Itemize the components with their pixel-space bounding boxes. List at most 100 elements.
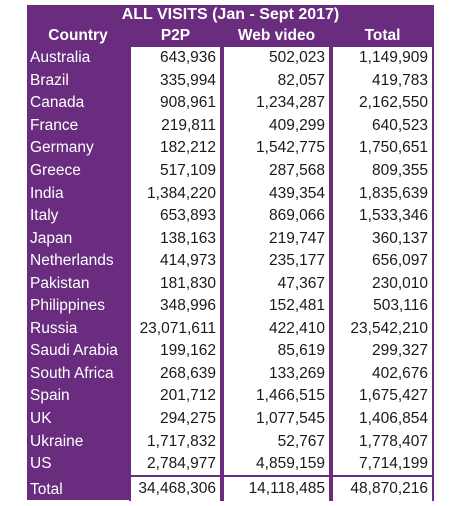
web-video-cell: 1,466,515 <box>222 385 331 408</box>
country-cell: India <box>30 184 64 202</box>
table-row: Saudi Arabia 199,162 85,619 299,327 <box>27 340 434 363</box>
table-row: Japan 138,163 219,747 360,137 <box>27 227 434 250</box>
total-cell: 656,097 <box>331 249 434 273</box>
total-cell: 7,714,199 <box>331 452 434 476</box>
visits-table-panel: ALL VISITS (Jan - Sept 2017) Country P2P… <box>27 5 434 502</box>
table-row: Netherlands 414,973 235,177 656,097 <box>27 249 434 273</box>
total-cell: 1,778,407 <box>331 430 434 453</box>
total-cell: 1,750,651 <box>331 137 434 160</box>
web-video-cell: 82,057 <box>222 69 331 93</box>
table-row: Australia 643,936 502,023 1,149,909 <box>27 47 434 70</box>
table-row: Russia 23,071,611 422,410 23,542,210 <box>27 317 434 341</box>
p2p-cell: 908,961 <box>129 92 222 115</box>
p2p-cell: 517,109 <box>129 159 222 183</box>
table-row: Greece 517,109 287,568 809,355 <box>27 159 434 183</box>
total-p2p: 34,468,306 <box>129 475 222 502</box>
web-video-cell: 52,767 <box>222 430 331 453</box>
country-cell: Japan <box>30 229 73 247</box>
p2p-cell: 1,717,832 <box>129 430 222 453</box>
p2p-cell: 1,384,220 <box>129 182 222 205</box>
table-title: ALL VISITS (Jan - Sept 2017) <box>121 6 340 23</box>
web-video-cell: 439,354 <box>222 182 331 205</box>
total-web-video: 14,118,485 <box>222 475 331 502</box>
web-video-cell: 1,077,545 <box>222 407 331 431</box>
web-video-cell: 287,568 <box>222 159 331 183</box>
total-cell: 2,162,550 <box>331 92 434 115</box>
p2p-cell: 414,973 <box>129 249 222 273</box>
web-video-cell: 219,747 <box>222 227 331 250</box>
total-cell: 299,327 <box>331 340 434 363</box>
country-cell: Greece <box>30 162 81 179</box>
p2p-cell: 268,639 <box>129 362 222 386</box>
total-cell: 640,523 <box>331 114 434 138</box>
country-cell: South Africa <box>30 364 114 382</box>
country-cell: France <box>30 116 79 134</box>
country-cell: Spain <box>30 387 70 405</box>
p2p-cell: 2,784,977 <box>129 452 222 476</box>
table-row: Italy 653,893 869,066 1,533,346 <box>27 204 434 228</box>
web-video-cell: 133,269 <box>222 362 331 386</box>
total-row: Total 34,468,306 14,118,485 48,870,216 <box>27 475 434 502</box>
p2p-cell: 294,275 <box>129 407 222 431</box>
total-cell: 360,137 <box>331 227 434 250</box>
table-row: Pakistan 181,830 47,367 230,010 <box>27 272 434 296</box>
country-cell: Germany <box>30 139 94 157</box>
table-row: Canada 908,961 1,234,287 2,162,550 <box>27 92 434 115</box>
country-cell: Canada <box>30 94 85 112</box>
total-cell: 503,116 <box>331 295 434 318</box>
total-cell: 23,542,210 <box>331 317 434 341</box>
web-video-cell: 4,859,159 <box>222 452 331 476</box>
total-cell: 809,355 <box>331 159 434 183</box>
total-cell: 419,783 <box>331 69 434 93</box>
total-cell: 230,010 <box>331 272 434 296</box>
p2p-cell: 181,830 <box>129 272 222 296</box>
table-row: France 219,811 409,299 640,523 <box>27 114 434 138</box>
web-video-cell: 869,066 <box>222 204 331 228</box>
web-video-cell: 502,023 <box>222 47 331 70</box>
header-web-video: Web video <box>237 27 316 44</box>
country-cell: Australia <box>30 49 91 67</box>
total-label: Total <box>27 475 129 501</box>
p2p-cell: 348,996 <box>129 295 222 318</box>
country-cell: Pakistan <box>30 274 90 292</box>
country-cell: Ukraine <box>30 432 84 450</box>
visits-table: Country P2P Web video Total Australia 643… <box>27 25 434 502</box>
table-row: US 2,784,977 4,859,159 7,714,199 <box>27 452 434 476</box>
p2p-cell: 23,071,611 <box>129 317 222 341</box>
country-cell: Italy <box>30 207 59 225</box>
p2p-cell: 335,994 <box>129 69 222 93</box>
table-row: Germany 182,212 1,542,775 1,750,651 <box>27 137 434 160</box>
p2p-cell: 182,212 <box>129 137 222 160</box>
table-row: India 1,384,220 439,354 1,835,639 <box>27 182 434 205</box>
total-cell: 402,676 <box>331 362 434 386</box>
total-total: 48,870,216 <box>331 475 434 502</box>
p2p-cell: 219,811 <box>129 114 222 138</box>
web-video-cell: 85,619 <box>222 340 331 363</box>
p2p-cell: 643,936 <box>129 47 222 70</box>
table-row: Brazil 335,994 82,057 419,783 <box>27 69 434 93</box>
web-video-cell: 409,299 <box>222 114 331 138</box>
table-body: Australia 643,936 502,023 1,149,909 Brazil 33… <box>27 47 434 476</box>
web-video-cell: 422,410 <box>222 317 331 341</box>
country-cell: US <box>30 455 52 473</box>
country-cell: Saudi Arabia <box>30 342 118 360</box>
header-total: Total <box>364 27 401 44</box>
header-p2p: P2P <box>160 27 191 44</box>
table-row: Philippines 348,996 152,481 503,116 <box>27 295 434 318</box>
web-video-cell: 47,367 <box>222 272 331 296</box>
total-cell: 1,675,427 <box>331 385 434 408</box>
total-cell: 1,149,909 <box>331 47 434 70</box>
country-cell: UK <box>30 410 52 428</box>
header-country: Country <box>48 27 108 44</box>
p2p-cell: 653,893 <box>129 204 222 228</box>
table-row: South Africa 268,639 133,269 402,676 <box>27 362 434 386</box>
web-video-cell: 152,481 <box>222 295 331 318</box>
total-cell: 1,406,854 <box>331 407 434 431</box>
table-row: UK 294,275 1,077,545 1,406,854 <box>27 407 434 431</box>
country-cell: Brazil <box>30 71 69 89</box>
total-cell: 1,533,346 <box>331 204 434 228</box>
p2p-cell: 199,162 <box>129 340 222 363</box>
p2p-cell: 201,712 <box>129 385 222 408</box>
country-cell: Netherlands <box>30 252 114 270</box>
table-row: Spain 201,712 1,466,515 1,675,427 <box>27 385 434 408</box>
